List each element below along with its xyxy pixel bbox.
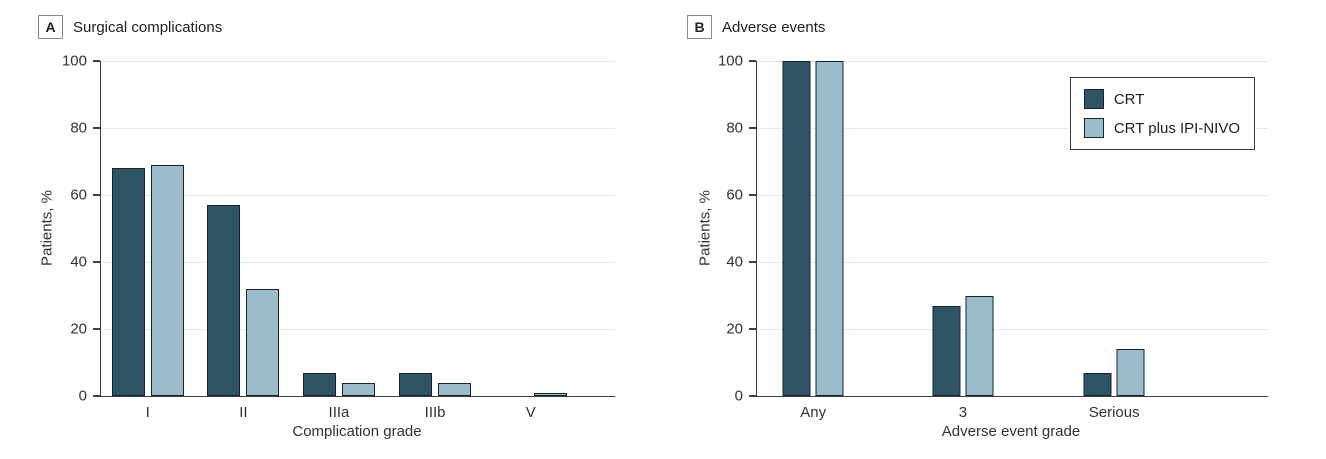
y-tick-60 <box>93 194 100 196</box>
bar-group-any <box>782 61 844 396</box>
legend-label-crt: CRT <box>1113 90 1145 108</box>
legend-label-crt-plus-ipi-nivo: CRT plus IPI-NIVO <box>1113 119 1240 137</box>
panel-a-letter-box: A <box>38 15 63 39</box>
bar-crt-3 <box>932 305 961 396</box>
y-tick-100 <box>749 60 756 62</box>
y-tick-40 <box>93 261 100 263</box>
y-tick-label-60: 60 <box>726 186 743 204</box>
y-tick-label-80: 80 <box>70 119 87 137</box>
y-tick-80 <box>93 127 100 129</box>
gridline-80 <box>757 127 1268 129</box>
legend: CRT CRT plus IPI-NIVO <box>1069 77 1255 150</box>
bar-group-ii <box>207 61 280 396</box>
y-tick-label-100: 100 <box>717 52 743 70</box>
legend-swatch-crt-plus-ipi-nivo <box>1083 118 1104 138</box>
gridline-100 <box>757 60 1268 62</box>
bar-group-iiia <box>302 61 375 396</box>
gridline-40 <box>757 261 1268 263</box>
bar-crt-plus-ipi-nivo-any <box>815 61 844 396</box>
x-tick-label-ii: II <box>239 404 248 421</box>
gridline-80 <box>101 127 615 129</box>
bar-crt-i <box>111 168 145 396</box>
y-tick-60 <box>749 194 756 196</box>
legend-swatch-crt <box>1083 89 1104 109</box>
panel-a-x-axis-title: Complication grade <box>292 423 422 440</box>
x-tick-label-any: Any <box>800 404 827 421</box>
y-tick-label-60: 60 <box>70 186 87 204</box>
panel-b-letter-box: B <box>687 15 712 39</box>
y-tick-20 <box>93 328 100 330</box>
bar-crt-iiib <box>399 372 433 396</box>
panel-b-x-axis-title: Adverse event grade <box>941 423 1081 440</box>
y-tick-label-20: 20 <box>726 320 743 338</box>
panel-b: B Adverse events Patients, % 0 20 40 60 80 10… <box>660 0 1326 459</box>
bar-crt-ii <box>207 205 241 396</box>
panel-a-plot-area: 0 20 40 60 80 100 I II IIIa IIIb V <box>62 53 615 421</box>
legend-row-crt-plus-ipi-nivo: CRT plus IPI-NIVO <box>1083 118 1240 138</box>
bar-crt-any <box>782 61 811 396</box>
y-tick-label-0: 0 <box>78 387 87 405</box>
gridline-20 <box>757 328 1268 330</box>
panel-b-header: B Adverse events <box>687 15 825 39</box>
y-tick-20 <box>749 328 756 330</box>
x-tick-label-iiib: IIIb <box>424 404 446 421</box>
gridline-100 <box>101 60 615 62</box>
bar-group-3 <box>932 61 994 396</box>
bar-group-v <box>495 61 567 396</box>
bar-crt-iiia <box>302 372 336 396</box>
gridline-40 <box>101 261 615 263</box>
y-tick-label-40: 40 <box>70 253 87 271</box>
bar-crt-plus-ipi-nivo-ii <box>246 288 280 396</box>
y-tick-label-80: 80 <box>726 119 743 137</box>
gridline-60 <box>757 194 1268 196</box>
x-tick-label-serious: Serious <box>1088 404 1140 421</box>
panel-a-title: Surgical complications <box>73 18 223 36</box>
gridline-20 <box>101 328 615 330</box>
panel-a-header: A Surgical complications <box>38 15 222 39</box>
bar-group-serious <box>1083 61 1145 396</box>
x-tick-label-iiia: IIIa <box>328 404 350 421</box>
panel-b-title: Adverse events <box>722 18 826 36</box>
y-tick-80 <box>749 127 756 129</box>
bar-group-i <box>111 61 184 396</box>
x-tick-label-i: I <box>145 404 150 421</box>
bar-group-iiib <box>399 61 472 396</box>
gridline-60 <box>101 194 615 196</box>
bar-crt-plus-ipi-nivo-iiia <box>341 382 375 396</box>
panel-b-plot-area: 0 20 40 60 80 100 Any 3 Serious CRT CRT plus IPI-N… <box>718 53 1268 421</box>
y-tick-40 <box>749 261 756 263</box>
panel-a: A Surgical complications Patients, % 0 20… <box>0 0 660 459</box>
bar-crt-plus-ipi-nivo-v <box>533 392 567 396</box>
bar-crt-plus-ipi-nivo-iiib <box>438 382 472 396</box>
bar-crt-serious <box>1083 372 1112 396</box>
bar-crt-plus-ipi-nivo-i <box>150 164 184 396</box>
y-tick-label-100: 100 <box>61 52 87 70</box>
y-tick-label-0: 0 <box>734 387 743 405</box>
x-tick-label-v: V <box>525 404 536 421</box>
bar-crt-plus-ipi-nivo-serious <box>1116 349 1145 396</box>
y-tick-label-20: 20 <box>70 320 87 338</box>
y-tick-0 <box>749 395 756 397</box>
legend-row-crt: CRT <box>1083 89 1240 109</box>
x-tick-label-3: 3 <box>958 404 968 421</box>
y-tick-label-40: 40 <box>726 253 743 271</box>
y-tick-0 <box>93 395 100 397</box>
bar-crt-plus-ipi-nivo-3 <box>965 295 994 396</box>
y-tick-100 <box>93 60 100 62</box>
